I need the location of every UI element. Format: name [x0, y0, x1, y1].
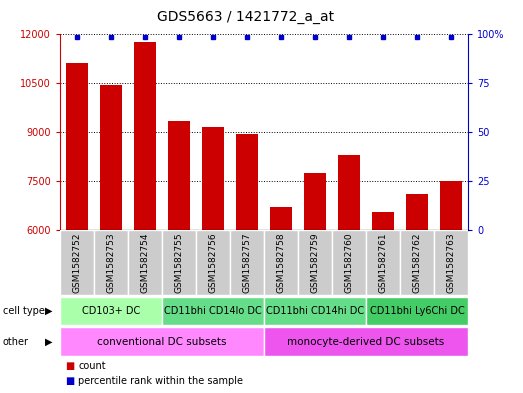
Text: GSM1582757: GSM1582757 — [243, 232, 252, 293]
Bar — [440, 181, 462, 230]
Bar — [236, 134, 258, 230]
Text: GSM1582759: GSM1582759 — [311, 232, 320, 293]
Text: conventional DC subsets: conventional DC subsets — [97, 336, 227, 347]
Bar — [230, 230, 264, 295]
Text: CD11bhi CD14hi DC: CD11bhi CD14hi DC — [266, 306, 364, 316]
Text: GSM1582755: GSM1582755 — [175, 232, 184, 293]
Bar — [338, 155, 360, 230]
Bar — [434, 230, 468, 295]
Bar — [270, 208, 292, 230]
Text: GSM1582758: GSM1582758 — [277, 232, 286, 293]
Bar — [264, 297, 366, 325]
Text: cell type: cell type — [3, 306, 44, 316]
Text: ▶: ▶ — [45, 336, 52, 347]
Text: CD103+ DC: CD103+ DC — [82, 306, 140, 316]
Bar — [66, 63, 88, 230]
Bar — [162, 297, 264, 325]
Text: count: count — [78, 361, 106, 371]
Bar — [366, 297, 468, 325]
Text: GDS5663 / 1421772_a_at: GDS5663 / 1421772_a_at — [157, 10, 334, 24]
Bar — [168, 121, 190, 230]
Bar — [60, 230, 94, 295]
Text: monocyte-derived DC subsets: monocyte-derived DC subsets — [288, 336, 445, 347]
Text: ■: ■ — [65, 376, 75, 386]
Text: CD11bhi Ly6Chi DC: CD11bhi Ly6Chi DC — [370, 306, 464, 316]
Bar — [366, 230, 400, 295]
Text: GSM1582754: GSM1582754 — [141, 232, 150, 293]
Bar — [372, 212, 394, 230]
Bar — [196, 230, 230, 295]
Text: ▶: ▶ — [45, 306, 52, 316]
Bar — [100, 84, 122, 230]
Text: ■: ■ — [65, 361, 75, 371]
Bar — [304, 173, 326, 230]
Text: percentile rank within the sample: percentile rank within the sample — [78, 376, 243, 386]
Text: GSM1582753: GSM1582753 — [107, 232, 116, 293]
Bar — [264, 327, 468, 356]
Bar — [134, 42, 156, 230]
Bar — [94, 230, 128, 295]
Text: GSM1582762: GSM1582762 — [413, 232, 422, 293]
Bar — [298, 230, 332, 295]
Text: CD11bhi CD14lo DC: CD11bhi CD14lo DC — [164, 306, 262, 316]
Text: GSM1582761: GSM1582761 — [379, 232, 388, 293]
Bar — [406, 194, 428, 230]
Bar — [60, 327, 264, 356]
Text: GSM1582752: GSM1582752 — [73, 232, 82, 293]
Text: GSM1582760: GSM1582760 — [345, 232, 354, 293]
Bar — [332, 230, 366, 295]
Text: GSM1582763: GSM1582763 — [447, 232, 456, 293]
Bar — [162, 230, 196, 295]
Bar — [264, 230, 298, 295]
Text: other: other — [3, 336, 29, 347]
Bar — [202, 127, 224, 230]
Bar — [400, 230, 434, 295]
Bar — [128, 230, 162, 295]
Text: GSM1582756: GSM1582756 — [209, 232, 218, 293]
Bar — [60, 297, 162, 325]
